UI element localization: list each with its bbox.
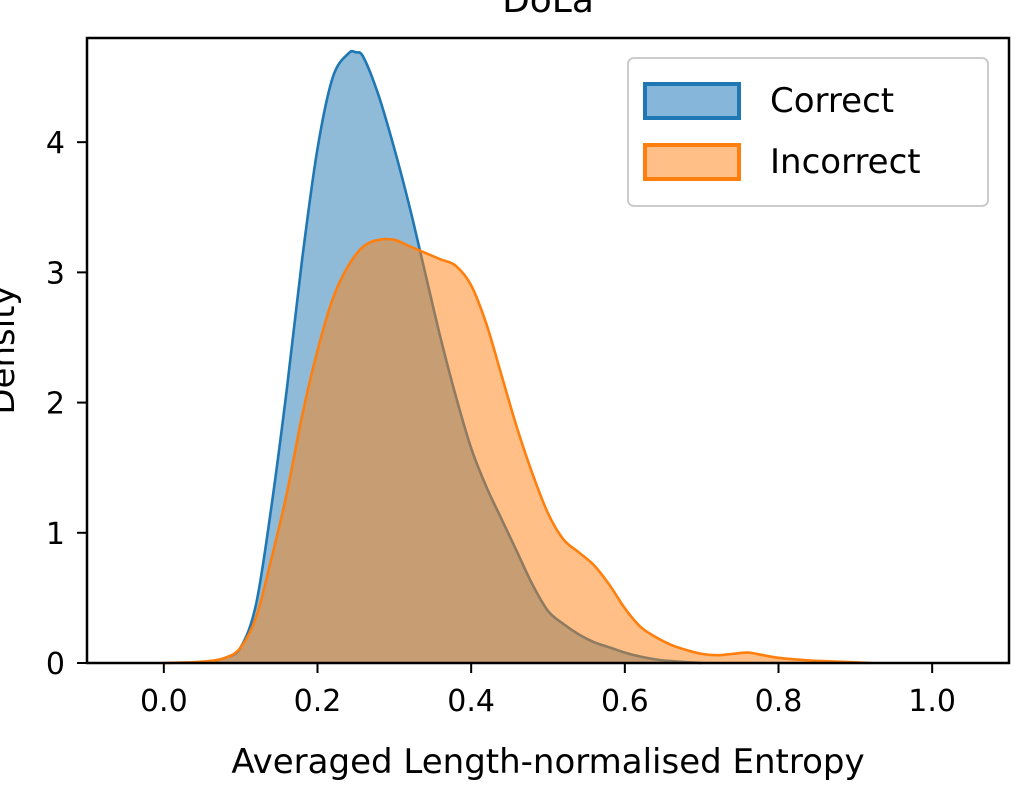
area-incorrect	[163, 239, 871, 663]
legend-swatch-incorrect	[643, 143, 741, 181]
x-axis-label: Averaged Length-normalised Entropy	[231, 742, 864, 782]
y-tick-label: 3	[46, 256, 65, 291]
x-tick-label: 1.0	[908, 684, 956, 719]
y-axis-label: Density	[0, 285, 23, 414]
y-tick-label: 4	[46, 126, 65, 161]
x-tick-label: 0.4	[447, 684, 495, 719]
legend-swatch-correct	[643, 82, 741, 120]
legend: Correct Incorrect	[627, 57, 989, 207]
x-tick-label: 0.6	[601, 684, 649, 719]
legend-label-correct: Correct	[770, 81, 894, 121]
legend-label-incorrect: Incorrect	[770, 142, 921, 182]
chart-title: DoLa	[502, 0, 594, 21]
line-incorrect	[163, 237, 871, 665]
y-tick-label: 2	[46, 387, 65, 422]
x-tick-label: 0.8	[755, 684, 803, 719]
y-ticks: 0 1 2 3 4	[46, 126, 87, 682]
series-layer	[163, 49, 871, 665]
x-tick-label: 0.0	[140, 684, 188, 719]
x-tick-label: 0.2	[294, 684, 342, 719]
x-ticks: 0.0 0.2 0.4 0.6 0.8 1.0	[140, 663, 956, 719]
y-tick-label: 0	[46, 647, 65, 682]
plot-frame	[85, 36, 1011, 665]
y-tick-label: 1	[46, 517, 65, 552]
